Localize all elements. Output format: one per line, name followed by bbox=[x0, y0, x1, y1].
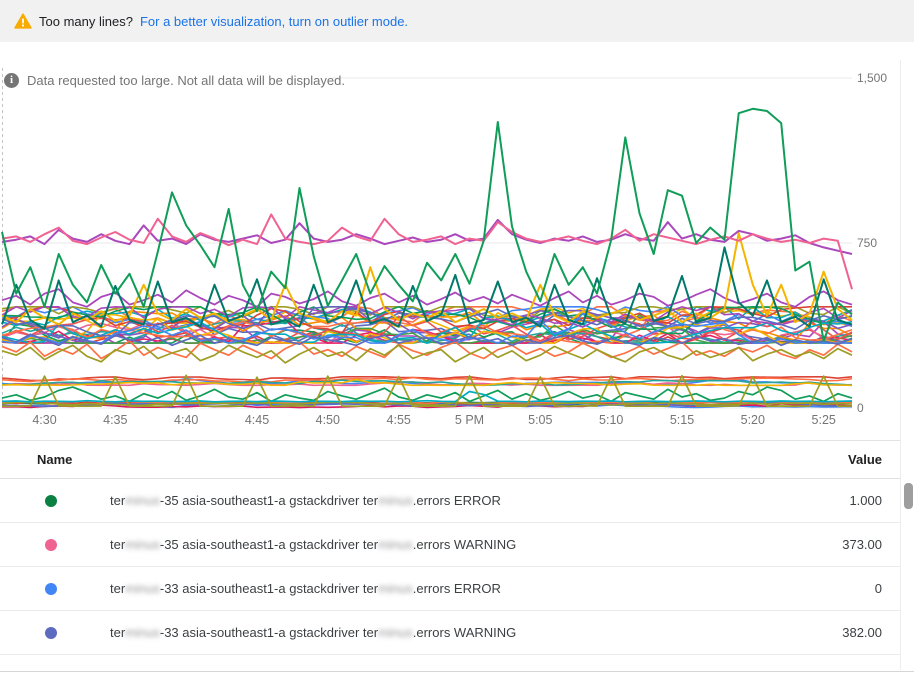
y-tick-label: 0 bbox=[857, 401, 864, 415]
series-color-dot bbox=[45, 582, 57, 595]
series-value: 382.00 bbox=[842, 625, 882, 640]
series-color-dot bbox=[45, 494, 57, 507]
chart-line-band-low-4 bbox=[2, 379, 853, 387]
redacted-text: minus bbox=[125, 625, 160, 640]
legend-col-name: Name bbox=[37, 452, 73, 467]
x-tick-label: 5:20 bbox=[741, 413, 765, 427]
series-name: terminus-33 asia-southeast1-a gstackdriv… bbox=[110, 625, 517, 640]
chart-line-band-floor-6 bbox=[1, 401, 853, 407]
redacted-text: minus bbox=[378, 581, 413, 596]
redacted-text: minus bbox=[125, 581, 160, 596]
chart-line-olive-valley bbox=[1, 344, 853, 364]
x-tick-label: 4:45 bbox=[245, 413, 269, 427]
series-name: terminus-35 asia-southeast1-a gstackdriv… bbox=[110, 537, 517, 552]
chart-line-cluster-mid-11 bbox=[1, 319, 853, 345]
series-name: terminus-35 asia-southeast1-a gstackdriv… bbox=[110, 493, 501, 508]
series-name: terminus-33 asia-southeast1-a gstackdriv… bbox=[110, 581, 501, 596]
legend-footer-row bbox=[0, 655, 914, 672]
series-color-dot bbox=[45, 626, 57, 639]
legend-row[interactable]: terminus-35 asia-southeast1-a gstackdriv… bbox=[0, 523, 914, 567]
chart-line-teal-zigzag bbox=[1, 246, 853, 330]
redacted-text: minus bbox=[378, 537, 413, 552]
series-color-dot bbox=[45, 538, 57, 551]
x-tick-label: 5:25 bbox=[812, 413, 836, 427]
legend-header: Name Value bbox=[0, 441, 914, 479]
legend-table: Name Value terminus-35 asia-southeast1-a… bbox=[0, 440, 914, 672]
x-tick-label: 4:55 bbox=[387, 413, 411, 427]
y-tick-label: 1,500 bbox=[857, 71, 887, 85]
chart-line-pink-warning bbox=[1, 213, 853, 290]
chart-line-cyan-floor bbox=[1, 390, 853, 403]
chart-line-band-low-1 bbox=[1, 375, 853, 382]
redacted-text: minus bbox=[378, 493, 413, 508]
info-icon: i bbox=[4, 73, 19, 88]
timeseries-chart: 1,500 750 0 4:30 4:35 4:40 4:45 4:50 4:55 5 PM 5:0… bbox=[1, 68, 887, 427]
chart-line-cluster-mid-20 bbox=[1, 315, 853, 344]
chart-line-orange-drift bbox=[1, 340, 853, 360]
legend-row[interactable]: terminus-35 asia-southeast1-a gstackdriv… bbox=[0, 479, 914, 523]
x-tick-label: 5:05 bbox=[528, 413, 552, 427]
data-too-large-notice: i Data requested too large. Not all data… bbox=[4, 73, 345, 88]
series-value: 0 bbox=[874, 581, 882, 596]
series-value: 373.00 bbox=[842, 537, 882, 552]
x-tick-label: 5:15 bbox=[670, 413, 694, 427]
banner-text: Too many lines? bbox=[39, 13, 133, 29]
legend-rows: terminus-35 asia-southeast1-a gstackdriv… bbox=[0, 479, 914, 655]
outlier-mode-link[interactable]: For a better visualization, turn on outl… bbox=[139, 13, 409, 29]
chart-line-band-low-5 bbox=[1, 378, 853, 387]
chart-line-cluster-mid-18 bbox=[1, 313, 853, 344]
legend-scrollbar[interactable] bbox=[900, 60, 914, 670]
legend-row[interactable]: terminus-33 asia-southeast1-a gstackdriv… bbox=[0, 611, 914, 655]
warning-icon bbox=[14, 13, 32, 29]
redacted-text: minus bbox=[125, 493, 160, 508]
x-tick-label: 4:40 bbox=[174, 413, 198, 427]
y-tick-label: 750 bbox=[857, 236, 877, 250]
legend-col-value: Value bbox=[848, 452, 882, 467]
chart-line-green-error-peaks bbox=[1, 107, 853, 342]
redacted-text: minus bbox=[378, 625, 413, 640]
legend-scrollbar-thumb[interactable] bbox=[904, 483, 913, 509]
x-tick-label: 5:10 bbox=[599, 413, 623, 427]
notice-text: Data requested too large. Not all data w… bbox=[27, 73, 345, 88]
chart-line-purple-wave bbox=[1, 288, 853, 308]
chart-line-green-low-wave bbox=[1, 386, 853, 403]
legend-row[interactable]: terminus-33 asia-southeast1-a gstackdriv… bbox=[0, 567, 914, 611]
too-many-lines-banner: Too many lines? For a better visualizati… bbox=[0, 0, 914, 42]
x-tick-label: 4:30 bbox=[32, 413, 56, 427]
chart-line-blue-steps bbox=[1, 333, 853, 347]
redacted-text: minus bbox=[125, 537, 160, 552]
chart-line-cluster-mid-21 bbox=[1, 305, 853, 328]
chart-line-cluster-mid-17 bbox=[1, 309, 853, 344]
series-value: 1.000 bbox=[849, 493, 882, 508]
x-tick-label: 4:50 bbox=[316, 413, 340, 427]
chart-line-olive-floor-spikes bbox=[2, 374, 853, 408]
chart-line-band-floor-4 bbox=[1, 401, 852, 406]
x-tick-label: 5 PM bbox=[455, 413, 484, 427]
x-tick-label: 4:35 bbox=[103, 413, 127, 427]
